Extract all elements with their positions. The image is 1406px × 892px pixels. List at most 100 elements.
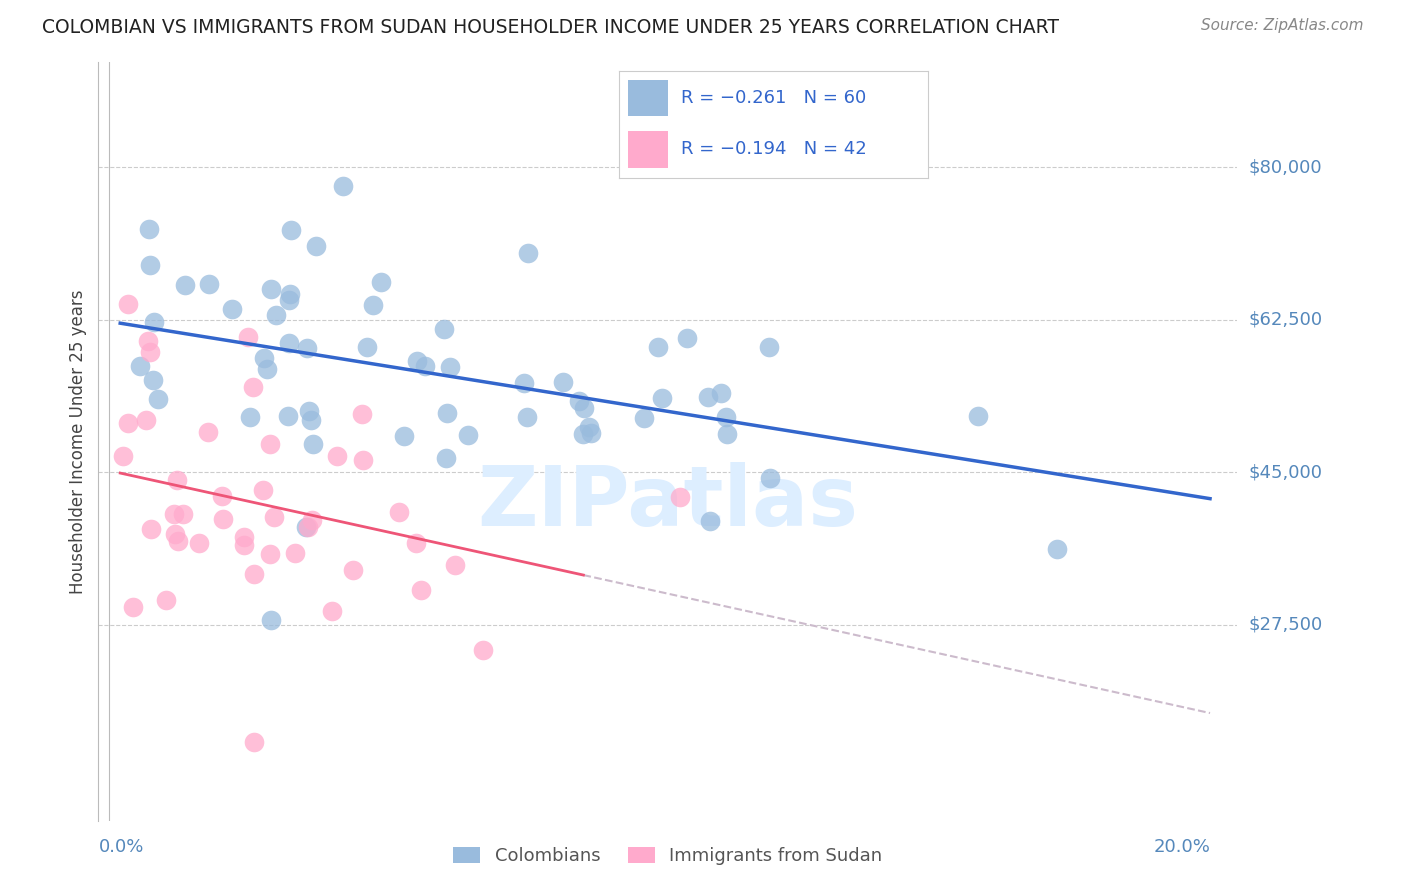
- Point: [370, 276, 392, 290]
- Point: [129, 359, 152, 373]
- Point: [392, 429, 415, 443]
- Point: [188, 535, 211, 549]
- Point: [1046, 541, 1069, 556]
- Point: [699, 515, 721, 529]
- Point: [302, 437, 325, 451]
- Point: [443, 558, 465, 572]
- Point: [716, 427, 738, 442]
- Point: [967, 409, 990, 424]
- FancyBboxPatch shape: [628, 131, 668, 168]
- Point: [710, 386, 733, 401]
- Point: [294, 520, 316, 534]
- Point: [295, 341, 318, 355]
- Point: [211, 489, 233, 503]
- Point: [172, 507, 194, 521]
- Point: [361, 298, 384, 312]
- Point: [259, 547, 281, 561]
- Point: [301, 413, 323, 427]
- Point: [568, 394, 591, 409]
- Point: [759, 471, 782, 485]
- Point: [212, 512, 235, 526]
- Point: [142, 373, 165, 387]
- Point: [163, 508, 186, 522]
- Point: [405, 536, 427, 550]
- Point: [163, 526, 186, 541]
- Point: [434, 450, 457, 465]
- Point: [253, 351, 276, 365]
- Point: [263, 510, 285, 524]
- Point: [252, 483, 274, 498]
- Text: $27,500: $27,500: [1249, 615, 1323, 633]
- Point: [405, 354, 427, 368]
- Point: [173, 277, 195, 292]
- Point: [239, 409, 262, 424]
- Point: [155, 593, 177, 607]
- Y-axis label: Householder Income Under 25 years: Householder Income Under 25 years: [69, 289, 87, 594]
- Point: [148, 392, 170, 407]
- Legend: Colombians, Immigrants from Sudan: Colombians, Immigrants from Sudan: [446, 839, 890, 872]
- Text: R = −0.261   N = 60: R = −0.261 N = 60: [681, 89, 866, 107]
- Point: [232, 538, 254, 552]
- Point: [117, 416, 139, 430]
- Point: [433, 322, 456, 336]
- Point: [242, 380, 264, 394]
- Text: $80,000: $80,000: [1249, 158, 1322, 176]
- Point: [284, 546, 307, 560]
- Point: [578, 420, 600, 434]
- Point: [243, 566, 266, 581]
- Point: [356, 340, 378, 354]
- Point: [436, 406, 458, 420]
- Point: [139, 345, 162, 359]
- Text: R = −0.194   N = 42: R = −0.194 N = 42: [681, 141, 866, 159]
- Point: [277, 409, 299, 423]
- Point: [669, 490, 692, 504]
- Point: [280, 287, 302, 301]
- Point: [139, 522, 162, 536]
- Point: [413, 359, 436, 373]
- Point: [143, 315, 166, 329]
- Point: [758, 340, 780, 354]
- Point: [696, 390, 718, 404]
- FancyBboxPatch shape: [628, 80, 668, 116]
- Point: [297, 519, 319, 533]
- Point: [439, 360, 461, 375]
- Point: [471, 643, 494, 657]
- Text: $45,000: $45,000: [1249, 463, 1323, 481]
- Point: [553, 375, 575, 389]
- Text: ZIPatlas: ZIPatlas: [478, 462, 858, 542]
- Point: [342, 563, 364, 577]
- Point: [301, 514, 323, 528]
- Point: [233, 530, 256, 544]
- Point: [457, 428, 479, 442]
- Point: [280, 223, 302, 237]
- Point: [332, 179, 354, 194]
- Point: [388, 505, 411, 519]
- Text: 20.0%: 20.0%: [1153, 838, 1211, 856]
- Point: [259, 437, 281, 451]
- Point: [651, 392, 673, 406]
- Point: [221, 301, 243, 316]
- Point: [236, 329, 259, 343]
- Point: [350, 407, 373, 421]
- Point: [714, 409, 737, 424]
- Point: [321, 604, 343, 618]
- Point: [135, 413, 157, 427]
- Point: [278, 335, 301, 350]
- Point: [572, 426, 595, 441]
- Point: [166, 473, 188, 487]
- Point: [675, 330, 697, 344]
- Text: 0.0%: 0.0%: [98, 838, 143, 856]
- Point: [260, 613, 283, 627]
- Point: [266, 308, 288, 322]
- Point: [516, 409, 538, 424]
- Point: [409, 582, 432, 597]
- Point: [198, 277, 221, 291]
- Point: [136, 334, 159, 349]
- Point: [256, 361, 278, 376]
- Point: [517, 245, 540, 260]
- Point: [579, 426, 602, 441]
- Point: [243, 735, 266, 749]
- Point: [121, 599, 143, 614]
- Point: [117, 297, 139, 311]
- Point: [197, 425, 219, 439]
